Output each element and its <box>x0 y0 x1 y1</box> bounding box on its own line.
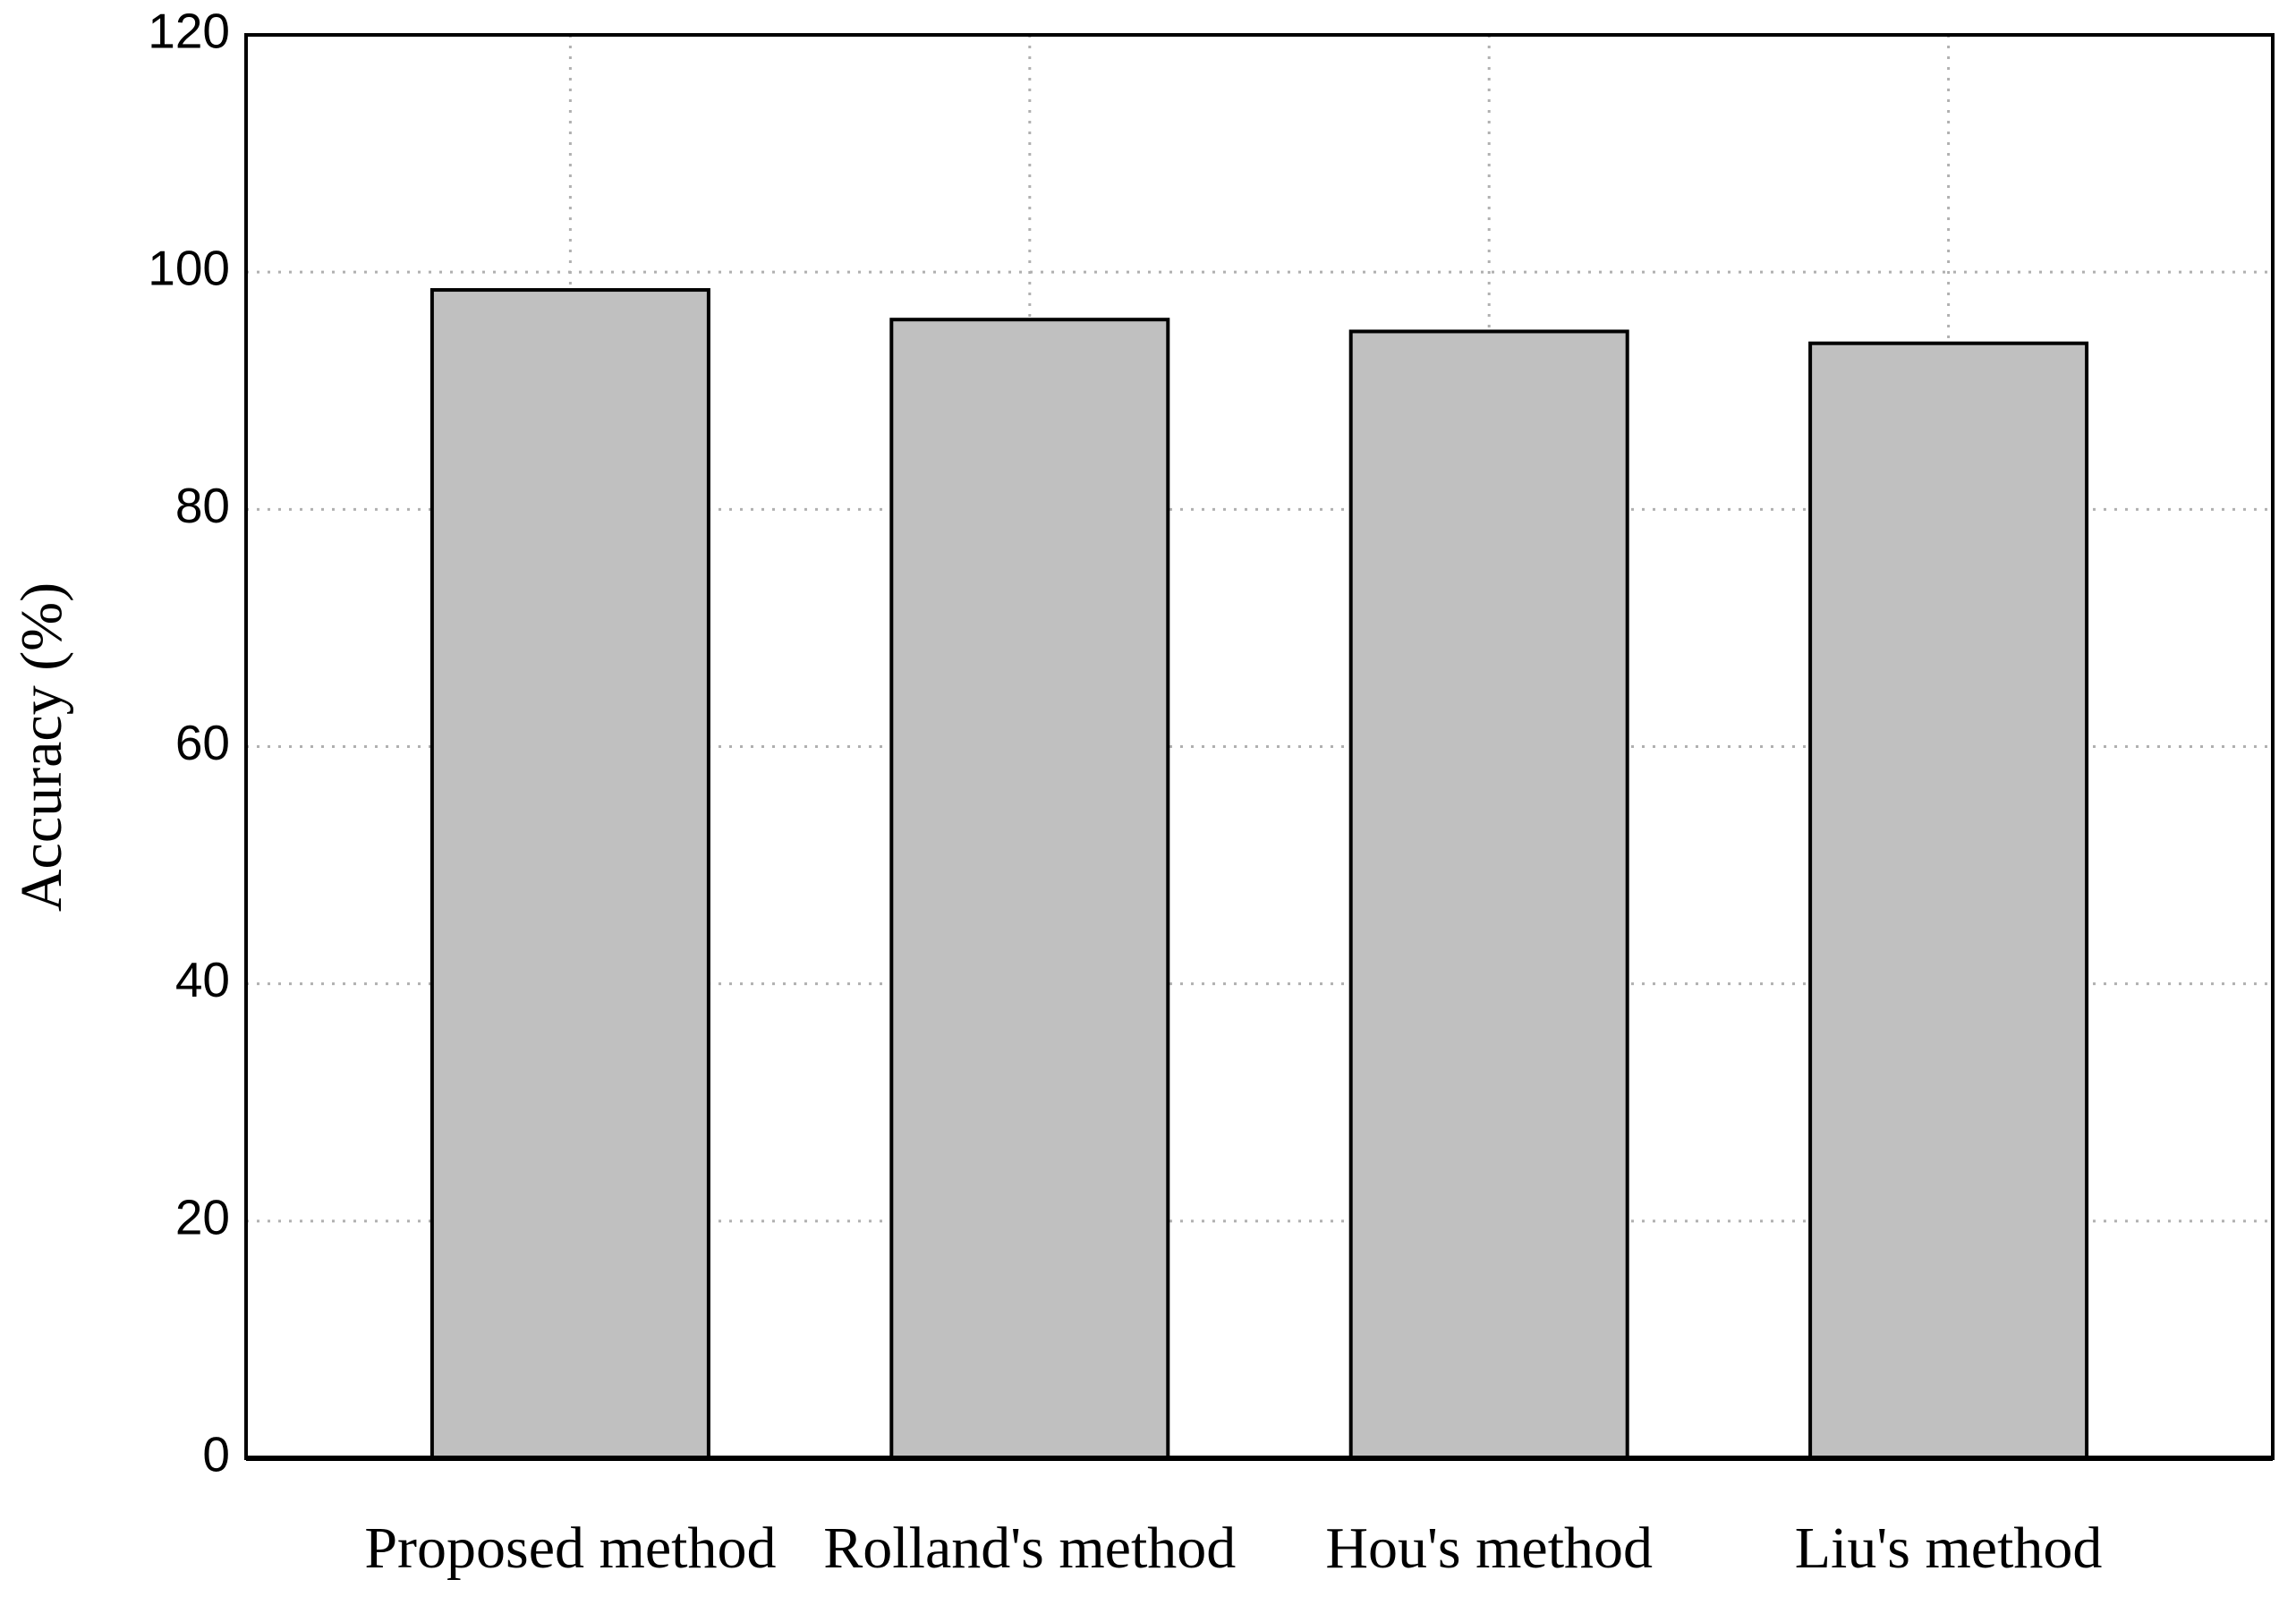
bar <box>1348 329 1629 1460</box>
y-tick-label: 0 <box>202 1427 230 1482</box>
x-tick-label: Liu's method <box>1795 1516 2103 1581</box>
y-tick-label: 20 <box>175 1189 230 1244</box>
y-tick-label: 80 <box>175 478 230 533</box>
y-tick-label: 40 <box>175 952 230 1007</box>
bar <box>1808 341 2089 1460</box>
x-tick-label: Hou's method <box>1325 1516 1653 1581</box>
y-tick-label: 60 <box>175 715 230 770</box>
x-tick-label: Rolland's method <box>823 1516 1236 1581</box>
y-axis-label: Accuracy (%) <box>9 582 74 912</box>
bar <box>889 318 1170 1461</box>
x-tick-label: Proposed method <box>364 1516 776 1581</box>
y-tick-label: 120 <box>148 4 230 59</box>
bar <box>429 288 710 1460</box>
y-tick-label: 100 <box>148 241 230 296</box>
